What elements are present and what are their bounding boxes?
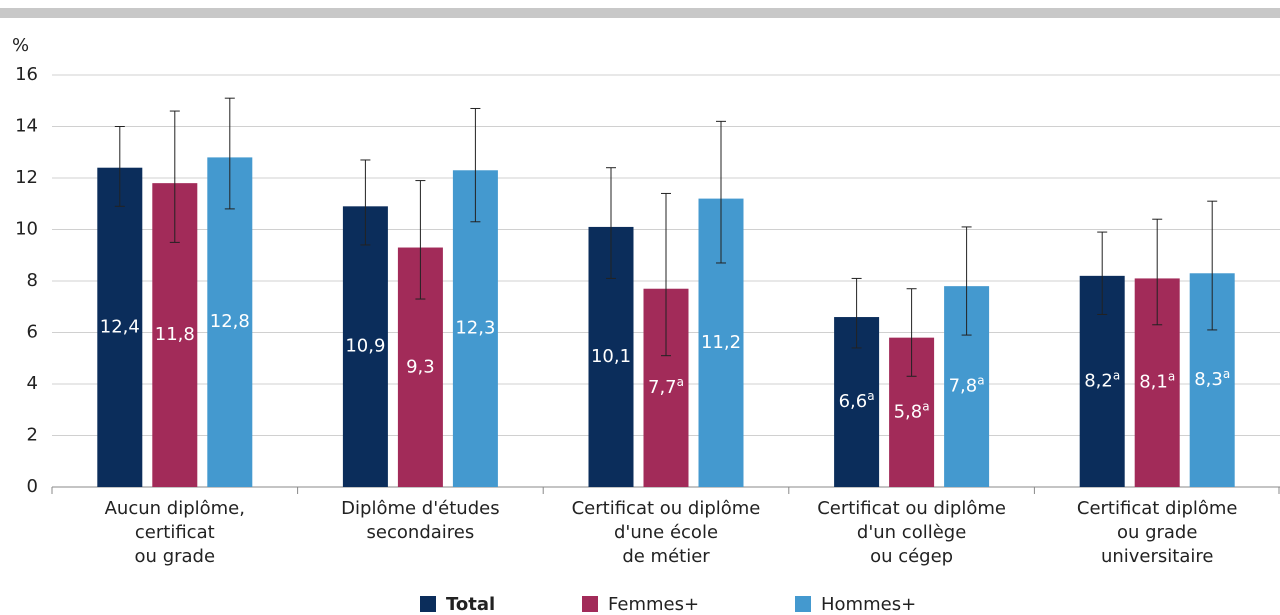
x-tick-label: secondaires [367,522,475,543]
y-tick-label: 0 [27,476,38,497]
value-text: 5,8 [894,401,923,422]
x-tick-label: Aucun diplôme, [105,498,245,519]
bar [97,167,143,487]
value-text: 11,8 [155,324,195,345]
legend-swatch [420,596,436,612]
value-text: 7,7 [648,377,677,398]
value-note: a [867,389,874,403]
y-tick-label: 16 [15,64,38,85]
error-bar [851,277,862,349]
top-band [0,8,1280,18]
value-label: 7,7a [648,374,684,398]
value-text: 6,6 [839,391,868,412]
x-tick-label: de métier [622,546,710,567]
value-label: 5,8a [894,399,930,423]
bar [342,206,388,487]
value-label: 9,3 [406,356,435,377]
value-label: 8,1a [1139,369,1175,393]
y-tick-label: 2 [27,425,38,446]
value-note: a [922,399,929,413]
value-note: a [1223,367,1230,381]
error-bar [1207,200,1218,331]
error-bar [114,126,125,207]
value-label: 11,8 [155,324,195,345]
value-text: 8,3 [1194,369,1223,390]
y-tick-label: 12 [15,167,38,188]
error-bar [716,120,726,264]
bar [207,157,253,487]
value-note: a [1113,368,1120,382]
value-text: 12,3 [455,318,495,339]
value-text: 10,9 [345,336,385,357]
x-tick-label: ou grade [1117,522,1198,543]
y-tick-label: 14 [15,116,38,137]
value-label: 7,8a [949,373,985,397]
y-tick-label: 4 [27,373,38,394]
error-bar [360,159,371,246]
y-unit: % [12,35,29,56]
value-label: 8,3a [1194,367,1230,391]
value-note: a [977,373,984,387]
value-label: 10,1 [591,346,631,367]
error-bar [961,226,972,336]
value-note: a [677,374,684,388]
error-bar [1152,218,1163,326]
error-bar [224,97,235,210]
y-tick-label: 6 [27,322,38,343]
value-label: 11,2 [701,332,741,353]
x-tick-label: Certificat ou diplôme [817,498,1006,519]
value-text: 8,1 [1139,372,1168,393]
x-tick-label: Certificat ou diplôme [572,498,761,519]
value-text: 12,4 [100,316,140,337]
value-text: 10,1 [591,346,631,367]
x-tick-label: universitaire [1101,546,1214,567]
x-tick-label: Certificat diplôme [1077,498,1238,519]
value-text: 9,3 [406,356,435,377]
value-label: 12,3 [455,318,495,339]
value-note: a [1168,369,1175,383]
x-tick-label: d'un collège [857,522,966,543]
error-bar [1097,231,1108,315]
value-text: 7,8 [949,376,978,397]
y-tick-label: 8 [27,270,38,291]
x-tick-label: Diplôme d'études [341,498,499,519]
error-bar [906,288,917,377]
value-label: 12,4 [100,316,140,337]
legend-label: Femmes+ [608,594,699,615]
value-label: 12,8 [210,311,250,332]
error-bar [606,167,616,279]
x-tick-label: ou grade [135,546,216,567]
value-label: 6,6a [839,389,875,413]
error-bar [415,180,426,300]
value-label: 8,2a [1084,368,1120,392]
legend-label: Hommes+ [821,594,916,615]
value-label: 10,9 [345,336,385,357]
legend-swatch [795,596,811,612]
legend-label: Total [446,594,495,615]
y-tick-label: 10 [15,219,38,240]
value-text: 12,8 [210,311,250,332]
error-bar [661,192,671,357]
error-bar [470,107,481,223]
bar [452,170,498,487]
legend-swatch [582,596,598,612]
value-text: 8,2 [1084,370,1113,391]
x-tick-label: certificat [135,522,215,543]
x-tick-label: d'une école [614,522,718,543]
x-tick-label: ou cégep [870,546,953,567]
value-text: 11,2 [701,332,741,353]
error-bar [169,110,180,243]
